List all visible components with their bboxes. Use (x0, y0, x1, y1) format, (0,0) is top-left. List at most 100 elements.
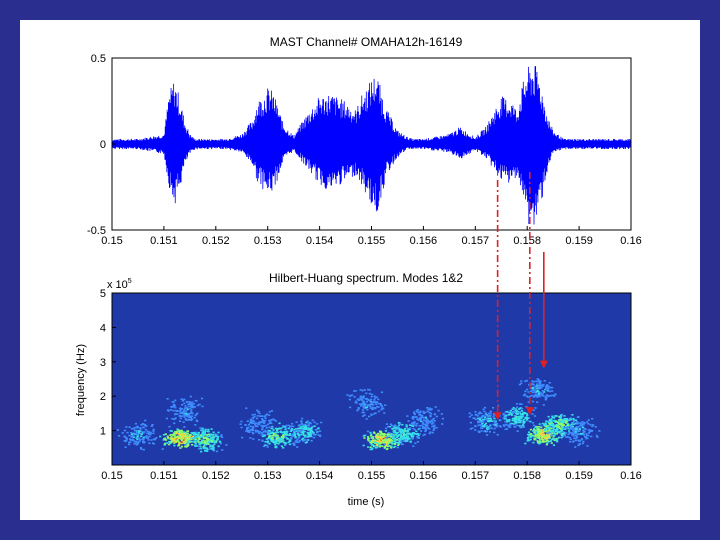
spectrum-point (581, 442, 584, 445)
spectrum-point (545, 443, 548, 446)
spectrum-point (498, 425, 501, 427)
spectrum-point (400, 436, 403, 439)
spectrum-point (178, 420, 182, 422)
spectrum-point (478, 418, 481, 420)
spectrum-point (591, 425, 594, 428)
spectrum-point (184, 437, 187, 439)
spectrum-point (522, 426, 525, 428)
spectrum-point (293, 431, 296, 433)
spectrum-point (393, 427, 396, 430)
spectrum-point (262, 430, 265, 433)
spectrum-point (169, 437, 172, 440)
spectrum-point (511, 411, 514, 413)
spectrum-point (427, 427, 430, 429)
spectrum-point (545, 386, 548, 388)
spectrum-point (405, 438, 408, 440)
spectrum-point (530, 383, 534, 386)
spectrum-point (400, 429, 404, 431)
spectrum-point (553, 439, 556, 442)
spectrum-point (574, 433, 577, 435)
spectrum-point (388, 433, 391, 435)
spectrum-point (390, 439, 393, 442)
spectrum-point (536, 378, 539, 380)
spectrum-point (142, 437, 145, 440)
spectrum-point (589, 423, 592, 426)
spectrum-point (503, 414, 507, 417)
spectrum-point (293, 434, 296, 437)
spectrum-point (370, 441, 374, 444)
spectrum-point (515, 410, 518, 412)
x-tick-label: 0.158 (513, 470, 541, 482)
spectrum-point (511, 412, 515, 414)
spectrum-point (194, 414, 197, 417)
spectrum-point (267, 429, 270, 432)
spectrum-point (125, 439, 128, 441)
x-tick-label: 0.16 (620, 235, 641, 247)
spectrum-point (206, 439, 209, 441)
spectrum-point (172, 440, 175, 442)
spectrum-point (533, 431, 536, 434)
spectrum-point (572, 440, 575, 442)
spectrum-point (362, 402, 365, 404)
spectrum-point (274, 420, 278, 422)
spectrum-point (128, 438, 132, 440)
spectrum-point (185, 401, 188, 403)
spectrum-point (540, 432, 543, 434)
spectrum-point (412, 445, 415, 447)
spectrum-point (174, 406, 177, 409)
spectrum-point (174, 439, 177, 442)
y-tick-label: -0.5 (87, 225, 106, 237)
spectrum-point (240, 426, 243, 429)
spectrum-point (205, 447, 209, 450)
spectrum-point (292, 425, 295, 428)
spectrum-point (187, 439, 190, 442)
spectrum-point (306, 432, 309, 434)
spectrum-point (239, 423, 242, 425)
spectrum-point (310, 428, 313, 430)
spectrum-point (468, 415, 472, 418)
waveform-line (111, 66, 632, 225)
spectrum-point (368, 440, 372, 442)
spectrum-point (150, 439, 153, 441)
spectrum-point (368, 403, 371, 406)
spectrum-point (582, 440, 585, 443)
spectrum-point (558, 436, 561, 439)
spectrum-point (357, 408, 360, 410)
spectrum-point (487, 420, 490, 422)
spectrum-point (569, 438, 572, 441)
spectrum-point (485, 425, 488, 428)
spectrum-point (215, 440, 218, 443)
spectrum-point (574, 446, 577, 448)
spectrum-point (301, 425, 304, 428)
spectrum-point (429, 409, 432, 411)
spectrum-point (562, 421, 565, 423)
spectrum-point (140, 435, 143, 438)
spectrum-point (177, 444, 180, 447)
spectrum-point (524, 417, 527, 420)
spectrum-point (297, 427, 300, 430)
spectrum-point (424, 428, 428, 430)
spectrum-point (301, 417, 304, 420)
spectrum-point (249, 425, 253, 428)
spectrum-point (269, 422, 272, 424)
spectrum-point (152, 432, 155, 435)
spectrum-point (296, 446, 299, 448)
spectrum-point (281, 431, 284, 434)
spectrum-point (189, 402, 192, 404)
spectrum-point (290, 438, 293, 440)
x-tick-label: 0.16 (620, 470, 641, 482)
spectrum-point (210, 445, 214, 448)
spectrum-point (192, 437, 195, 439)
spectrum-point (563, 428, 566, 430)
spectrum-point (547, 415, 550, 418)
spectrum-point (167, 436, 170, 439)
spectrum-point (517, 408, 521, 410)
spectrum-point (305, 421, 308, 424)
spectrum-point (299, 434, 302, 436)
spectrum-point (529, 438, 532, 441)
spectrum-point (200, 429, 203, 432)
spectrum-point (376, 401, 379, 404)
spectrum-point (192, 405, 195, 408)
spectrum-point (252, 432, 255, 435)
spectrum-point (365, 401, 368, 403)
